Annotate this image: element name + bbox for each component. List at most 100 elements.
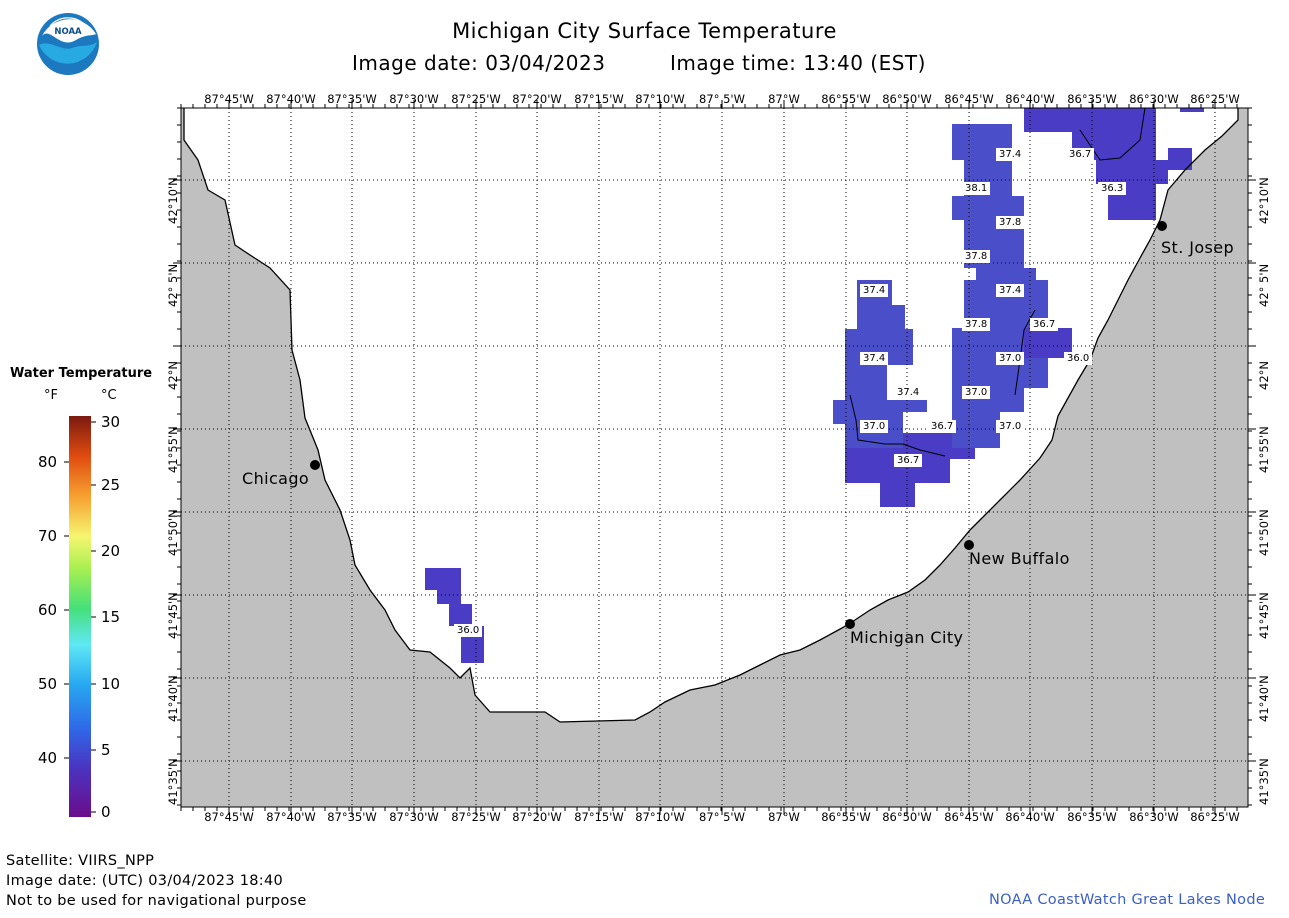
city-label-chicago: Chicago xyxy=(242,469,310,488)
legend-c-tick: 0 xyxy=(101,803,111,821)
city-label-st-josep: St. Josep xyxy=(1161,238,1235,257)
lat-tick-label: 41°45'N xyxy=(1257,592,1271,639)
legend-f-tick: 50 xyxy=(38,675,58,693)
legend-ticks xyxy=(64,421,96,813)
noaa-logo: NOAA xyxy=(37,13,99,75)
lon-tick-label: 87°45'W xyxy=(204,92,254,106)
lon-tick-label: 87°10'W xyxy=(635,92,685,106)
lat-tick-label: 41°35'N xyxy=(166,758,180,805)
temperature-label: 37.4 xyxy=(996,148,1025,161)
legend-color-bar xyxy=(69,416,91,817)
temperature-label: 36.0 xyxy=(454,624,483,637)
legend-unit-f: °F xyxy=(44,388,58,403)
image-date: Image date: 03/04/2023 xyxy=(352,51,606,75)
lon-tick-label: 86°50'W xyxy=(882,92,932,106)
lon-tick-label: 87°25'W xyxy=(451,92,501,106)
temperature-label: 37.8 xyxy=(962,318,991,331)
lon-tick-label: 87°W xyxy=(768,92,800,106)
lon-tick-label: 87°30'W xyxy=(389,92,439,106)
temperature-label: 37.4 xyxy=(860,284,889,297)
lon-tick-label: 87°15'W xyxy=(574,92,624,106)
lon-tick-label: 87°35'W xyxy=(327,810,377,824)
lon-tick-label: 87°25'W xyxy=(451,810,501,824)
temperature-label: 36.7 xyxy=(1030,318,1059,331)
lon-tick-label: 87°40'W xyxy=(266,92,316,106)
lat-tick-label: 42°N xyxy=(1257,361,1271,390)
lon-tick-label: 87°40'W xyxy=(266,810,316,824)
lat-tick-label: 41°35'N xyxy=(1257,758,1271,805)
footer-utc-date: Image date: (UTC) 03/04/2023 18:40 xyxy=(6,873,284,889)
city-marker-chicago xyxy=(310,460,320,470)
lon-tick-label: 87°20'W xyxy=(512,810,562,824)
city-marker-st-josep xyxy=(1157,221,1167,231)
lon-tick-label: 87°35'W xyxy=(327,92,377,106)
temperature-label: 37.8 xyxy=(962,250,991,263)
lon-tick-label: 86°25'W xyxy=(1190,92,1240,106)
lat-tick-label: 41°50'N xyxy=(166,509,180,556)
legend-f-tick: 80 xyxy=(38,453,58,471)
page-title: Michigan City Surface Temperature xyxy=(452,19,837,43)
temperature-label: 37.0 xyxy=(962,386,991,399)
footer-satellite: Satellite: VIIRS_NPP xyxy=(6,853,155,869)
legend-title: Water Temperature xyxy=(10,366,153,381)
lat-tick-label: 41°40'N xyxy=(166,675,180,722)
lat-tick-label: 41°55'N xyxy=(1257,426,1271,473)
lat-tick-label: 41°40'N xyxy=(1257,675,1271,722)
lon-tick-label: 86°40'W xyxy=(1005,92,1055,106)
lon-tick-label: 86°45'W xyxy=(944,92,994,106)
lat-tick-label: 42°10'N xyxy=(1257,177,1271,224)
legend-f-tick: 60 xyxy=(38,601,58,619)
temperature-label: 36.7 xyxy=(928,420,957,433)
lon-tick-label: 86°55'W xyxy=(821,810,871,824)
legend-c-tick: 5 xyxy=(101,741,111,759)
city-marker-michigan-city xyxy=(845,619,855,629)
lon-tick-label: 87° 5'W xyxy=(699,810,745,824)
lon-tick-label: 87° 5'W xyxy=(699,92,745,106)
temperature-label: 36.7 xyxy=(1066,148,1095,161)
temperature-label: 37.4 xyxy=(894,386,923,399)
footer-credit: NOAA CoastWatch Great Lakes Node xyxy=(989,892,1266,908)
coastline xyxy=(183,108,1239,723)
legend-c-tick: 30 xyxy=(101,413,121,431)
temperature-label: 38.1 xyxy=(962,182,991,195)
lon-tick-label: 86°50'W xyxy=(882,810,932,824)
lon-tick-label: 86°35'W xyxy=(1067,92,1117,106)
temperature-label: 36.3 xyxy=(1098,182,1127,195)
axis-ticks xyxy=(173,100,1256,815)
map-frame xyxy=(180,107,1249,808)
city-label-new-buffalo: New Buffalo xyxy=(969,549,1070,568)
temperature-label: 36.0 xyxy=(1064,352,1093,365)
lon-tick-label: 87°15'W xyxy=(574,810,624,824)
legend-c-tick: 20 xyxy=(101,542,121,560)
temperature-label: 37.4 xyxy=(860,352,889,365)
city-markers xyxy=(310,221,1167,629)
lon-tick-label: 87°30'W xyxy=(389,810,439,824)
lon-tick-label: 86°40'W xyxy=(1005,810,1055,824)
temperature-label: 37.0 xyxy=(860,420,889,433)
lat-tick-label: 42°N xyxy=(166,361,180,390)
city-marker-new-buffalo xyxy=(964,540,974,550)
legend-c-tick: 25 xyxy=(101,476,121,494)
legend-unit-c: °C xyxy=(101,388,117,403)
logo-text: NOAA xyxy=(54,27,82,37)
lat-tick-label: 41°50'N xyxy=(1257,509,1271,556)
image-time: Image time: 13:40 (EST) xyxy=(670,51,926,75)
lon-tick-label: 86°45'W xyxy=(944,810,994,824)
lat-tick-label: 42° 5'N xyxy=(166,263,180,307)
lon-tick-label: 87°20'W xyxy=(512,92,562,106)
temperature-label: 37.0 xyxy=(996,352,1025,365)
legend-f-tick: 70 xyxy=(38,527,58,545)
lon-tick-label: 86°30'W xyxy=(1129,810,1179,824)
lon-tick-label: 87°10'W xyxy=(635,810,685,824)
legend-f-tick: 40 xyxy=(38,749,58,767)
temperature-label: 37.0 xyxy=(996,420,1025,433)
legend-c-tick: 15 xyxy=(101,608,121,626)
lon-tick-label: 87°45'W xyxy=(204,810,254,824)
lon-tick-label: 86°55'W xyxy=(821,92,871,106)
lon-tick-label: 86°30'W xyxy=(1129,92,1179,106)
lat-tick-label: 41°45'N xyxy=(166,592,180,639)
lat-tick-label: 42° 5'N xyxy=(1257,263,1271,307)
temperature-label: 37.8 xyxy=(996,216,1025,229)
graticule xyxy=(181,108,1248,807)
